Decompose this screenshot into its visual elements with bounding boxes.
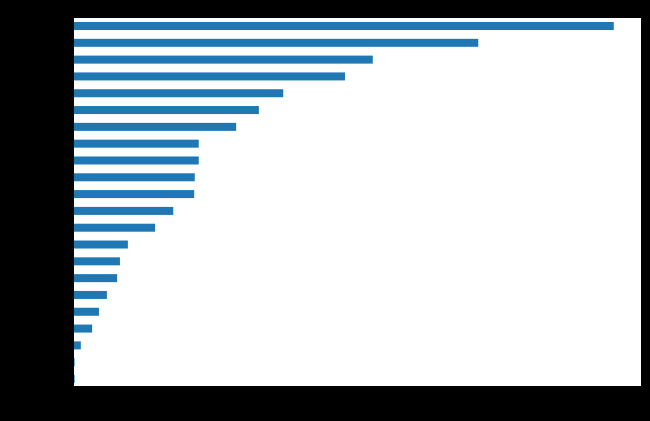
bar: [74, 106, 259, 115]
bar: [74, 22, 614, 30]
bar: [74, 55, 373, 64]
bar: [74, 38, 479, 47]
bar: [74, 139, 199, 148]
bar: [74, 223, 156, 232]
bar: [74, 206, 174, 215]
bar: [74, 190, 195, 199]
bar: [74, 173, 195, 182]
bar: [74, 274, 118, 283]
bar: [74, 257, 120, 266]
bar: [74, 240, 128, 249]
bar: [74, 324, 93, 333]
bar: [74, 290, 107, 299]
bar: [74, 156, 199, 165]
bar: [74, 307, 99, 316]
bar: [74, 72, 346, 81]
bar: [74, 341, 81, 350]
bar: [74, 358, 75, 367]
bar: [74, 89, 284, 98]
bar: [74, 122, 237, 131]
bar: [74, 375, 75, 383]
